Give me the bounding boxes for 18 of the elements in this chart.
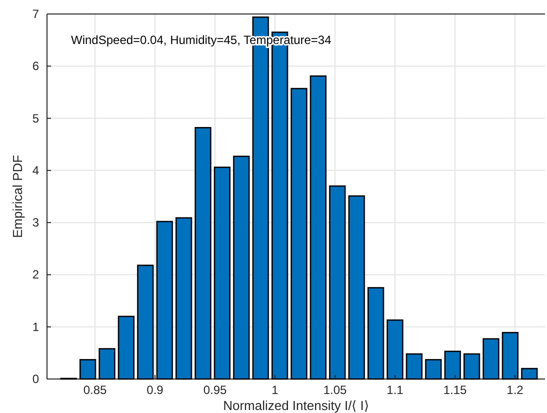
y-tick-label: 1 [32,320,40,334]
x-tick-label: 1 [272,383,279,397]
y-axis-title: Empirical PDF [10,154,25,238]
y-tick-label: 0 [32,372,40,386]
x-tick-label: 0.85 [83,383,107,397]
y-tick-label: 5 [32,111,40,126]
y-tick-label: 3 [32,216,40,230]
x-tick-label: 0.9 [146,383,164,397]
x-tick-label: 1.15 [443,383,467,397]
x-tick-label: 1.1 [386,383,404,397]
x-tick-label: 0.95 [203,383,227,397]
x-axis-title: Normalized Intensity I/⟨ I⟩ [223,398,369,413]
y-tick-label: 7 [32,7,40,21]
y-tick-label: 2 [32,268,40,282]
y-tick-label: 6 [32,59,40,74]
y-tick-label: 4 [32,163,40,178]
x-tick-label: 1.05 [323,383,347,397]
x-tick-label: 1.2 [506,383,524,397]
